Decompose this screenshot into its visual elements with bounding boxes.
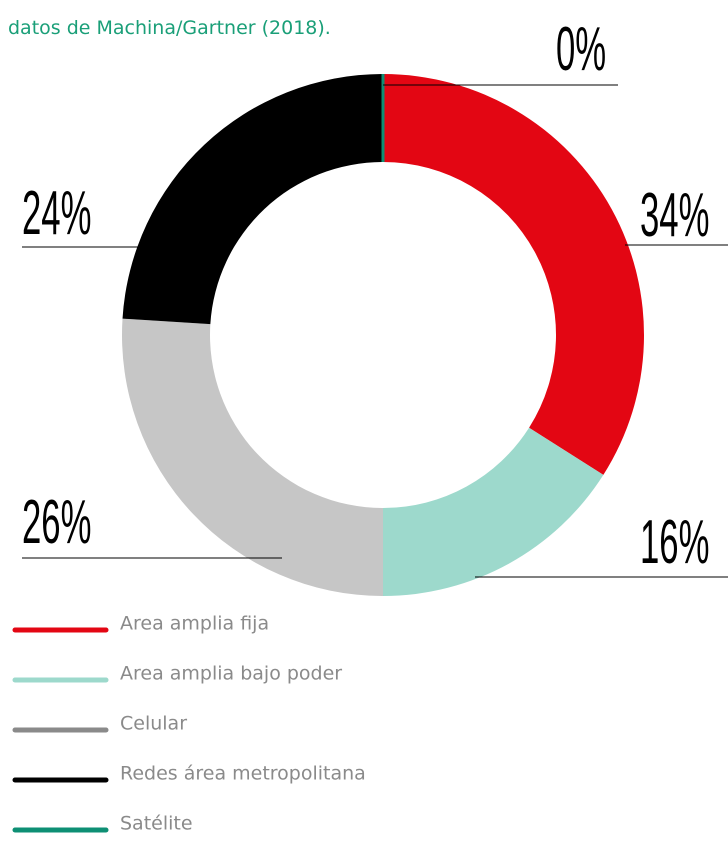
value-label: 16% (640, 507, 709, 576)
value-label: 24% (22, 178, 91, 247)
value-label: 26% (22, 487, 91, 556)
legend-label: Redes área metropolitana (120, 763, 366, 785)
legend-label: Area amplia bajo poder (120, 663, 342, 685)
legend-label: Celular (120, 713, 187, 735)
chart-subtitle: datos de Machina/Gartner (2018). (8, 17, 331, 39)
slice (383, 427, 604, 596)
legend-label: Satélite (120, 813, 193, 835)
value-label: 34% (640, 180, 709, 249)
legend-label: Area amplia fija (120, 613, 269, 635)
slice (122, 318, 384, 596)
slice (122, 74, 384, 325)
value-label: 0% (556, 14, 606, 83)
slice (383, 74, 644, 475)
